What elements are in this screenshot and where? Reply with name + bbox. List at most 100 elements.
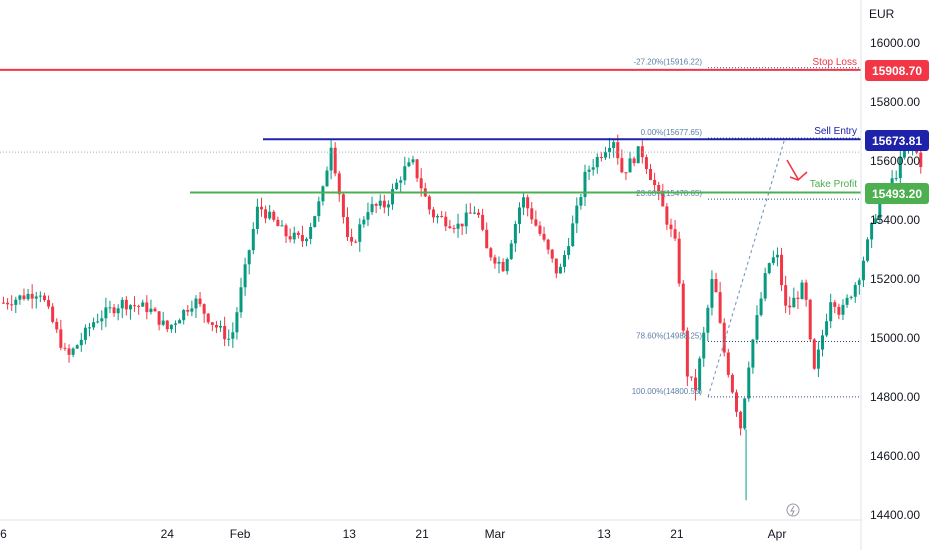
- candle-body: [509, 243, 513, 260]
- candle-body: [681, 283, 685, 331]
- candle-body: [538, 225, 542, 234]
- candle-body: [550, 249, 554, 259]
- candle-body: [14, 299, 18, 305]
- candle-body: [321, 186, 325, 202]
- candle-body: [632, 158, 636, 164]
- y-tick-label: 14400.00: [870, 508, 920, 522]
- fib-level-label: 23.60%(15470.65): [636, 189, 702, 198]
- candle-body: [198, 298, 202, 305]
- candle-body: [96, 321, 100, 323]
- y-tick-label: 14600.00: [870, 449, 920, 463]
- candle-body: [468, 212, 472, 214]
- x-tick-label: 6: [0, 527, 7, 541]
- candle-body: [300, 234, 304, 242]
- candle-body: [517, 207, 521, 224]
- candle-body: [571, 223, 575, 247]
- candle-body: [526, 197, 530, 209]
- down-arrow-icon: [786, 159, 808, 181]
- candle-body: [427, 196, 431, 210]
- x-tick-label: Apr: [768, 527, 787, 541]
- candle-body: [83, 327, 87, 340]
- stop-loss-tag[interactable]: 15908.70: [865, 60, 929, 81]
- candle-body: [874, 218, 878, 223]
- candle-body: [366, 212, 370, 220]
- candle-body: [313, 216, 317, 227]
- candle-body: [739, 411, 743, 429]
- candle-body: [530, 208, 534, 220]
- candle-body: [870, 222, 874, 240]
- y-tick-label: 16000.00: [870, 36, 920, 50]
- candle-body: [714, 278, 718, 293]
- y-axis-ticks[interactable]: 16000.00 15800.00 15600.00 15400.00 15200.00…: [870, 36, 920, 522]
- candle-body: [247, 250, 251, 265]
- candle-body: [38, 295, 42, 297]
- x-axis-ticks[interactable]: 6 24 Feb 13 21 Mar 13 21 Apr: [0, 527, 786, 541]
- candle-body: [878, 202, 882, 219]
- candle-body: [431, 209, 435, 218]
- take-profit-tag[interactable]: 15493.20: [865, 183, 929, 204]
- candle-body: [902, 150, 906, 158]
- candle-body: [419, 178, 423, 189]
- candle-body: [214, 324, 218, 328]
- candle-body: [141, 302, 145, 307]
- candle-body: [202, 304, 206, 314]
- candle-body: [128, 305, 132, 310]
- candle-body: [505, 259, 509, 272]
- candle-body: [210, 322, 214, 325]
- y-tick-label: 15200.00: [870, 272, 920, 286]
- candle-body: [464, 212, 468, 227]
- candle-body: [272, 211, 276, 220]
- candle-body: [309, 226, 313, 239]
- candle-body: [661, 191, 665, 207]
- candle-body: [595, 156, 599, 168]
- candle-body: [169, 324, 173, 330]
- candle-body: [493, 257, 497, 264]
- x-tick-label: Mar: [485, 527, 506, 541]
- lightning-icon[interactable]: [786, 503, 800, 517]
- candle-body: [280, 225, 284, 227]
- candle-body: [403, 166, 407, 181]
- candle-body: [702, 332, 706, 359]
- candle-body: [644, 157, 648, 170]
- candle-body: [489, 248, 493, 258]
- candle-body: [436, 216, 440, 218]
- sell-entry-tag-bg: [865, 130, 929, 151]
- take-profit-label: Take Profit: [810, 179, 857, 190]
- candle-body: [669, 224, 673, 230]
- candle-body: [341, 194, 345, 218]
- take-profit-tag-text: 15493.20: [872, 187, 922, 201]
- candle-body: [259, 206, 263, 210]
- candle-body: [456, 223, 460, 229]
- candle-body: [689, 376, 693, 378]
- candle-body: [477, 212, 481, 215]
- candle-body: [51, 306, 55, 322]
- candle-body: [92, 322, 96, 328]
- candle-body: [120, 299, 124, 309]
- candle-body: [116, 308, 120, 314]
- candle-body: [108, 307, 112, 309]
- candle-body: [161, 320, 165, 325]
- candle-body: [546, 239, 550, 250]
- candle-body: [579, 197, 583, 206]
- candle-body: [79, 339, 83, 346]
- x-tick-label: 13: [597, 527, 611, 541]
- candle-body: [235, 312, 239, 333]
- candle-body: [603, 152, 607, 158]
- candle-body: [624, 172, 628, 174]
- candle-body: [841, 304, 845, 315]
- candle-body: [665, 206, 669, 225]
- fib-level-label: 0.00%(15677.65): [641, 128, 703, 137]
- candle-body: [255, 206, 259, 229]
- candle-body: [726, 352, 730, 375]
- candle-body: [898, 157, 902, 179]
- candle-body: [612, 142, 616, 148]
- candle-body: [407, 162, 411, 167]
- candle-body: [55, 321, 59, 330]
- sell-entry-tag[interactable]: 15673.81: [865, 130, 929, 151]
- candle-body: [67, 348, 71, 355]
- candle-body: [751, 339, 755, 368]
- candle-body: [75, 345, 79, 349]
- fib-trend-line: [707, 137, 786, 397]
- candle-body: [284, 225, 288, 237]
